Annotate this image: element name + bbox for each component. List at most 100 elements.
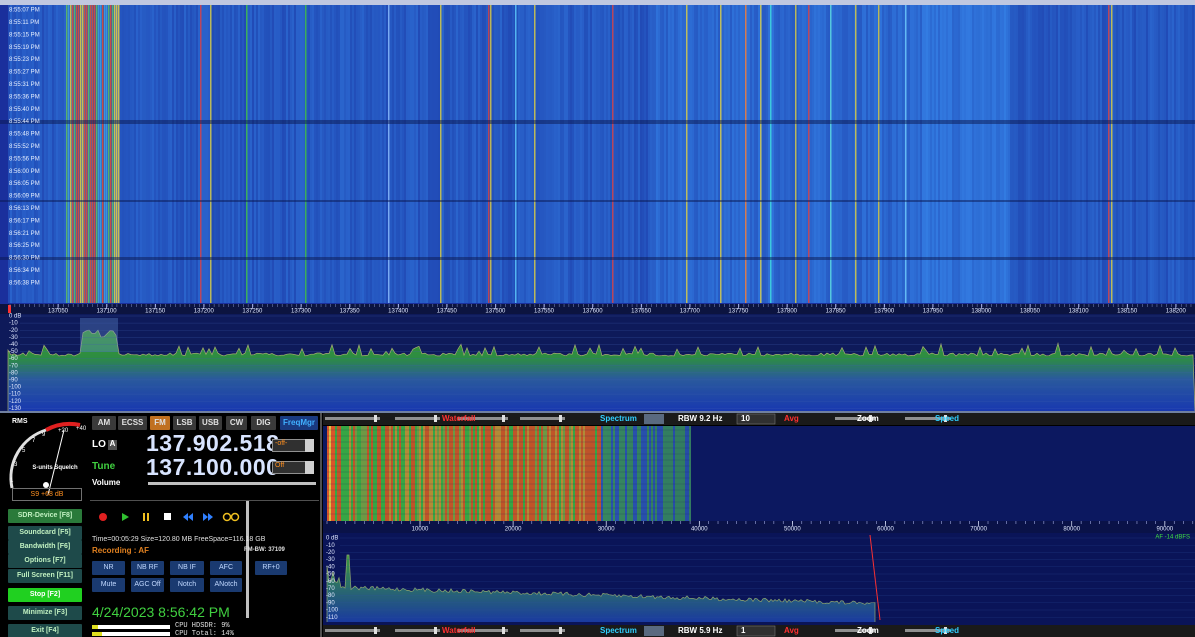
dsp-button[interactable]: NB RF <box>131 561 164 575</box>
af-axis-label: 20000 <box>505 527 522 533</box>
mode-button[interactable]: LSB <box>173 416 196 430</box>
af-waterfall-stripe <box>487 426 489 521</box>
lo-option[interactable]: -off- <box>272 439 306 452</box>
af-waterfall-stripe <box>453 426 455 521</box>
af-waterfall-stripe <box>427 426 429 521</box>
af-waterfall-stripe <box>637 426 639 521</box>
af-waterfall-stripe <box>415 426 417 521</box>
mode-button[interactable]: DIG <box>251 416 276 430</box>
af-waterfall-stripe <box>677 426 679 521</box>
af-waterfall-stripe <box>431 426 433 521</box>
db-label: -40 <box>9 342 18 348</box>
side-button[interactable]: Minimize [F3] <box>8 606 82 620</box>
af-waterfall-stripe <box>537 426 539 521</box>
dsp-button[interactable]: AFC <box>210 561 242 575</box>
af-waterfall-stripe <box>555 426 557 521</box>
timestamp: 8:55:07 PM <box>9 8 40 14</box>
af-waterfall-stripe <box>581 426 583 521</box>
lo-bank: A <box>108 440 117 450</box>
dsp-button[interactable]: RF+0 <box>255 561 287 575</box>
slider-knob <box>434 415 437 422</box>
volume-slider[interactable] <box>148 482 316 485</box>
af-waterfall-stripe <box>455 426 457 521</box>
side-button[interactable]: SDR-Device [F8] <box>8 509 82 523</box>
af-waterfall-stripe <box>445 426 447 521</box>
mode-button[interactable]: AM <box>92 416 116 430</box>
af-waterfall-stripe <box>541 426 543 521</box>
timestamp: 8:55:15 PM <box>9 32 40 38</box>
freq-label: 137550 <box>534 309 555 315</box>
af-waterfall-stripe <box>497 426 499 521</box>
af-waterfall-stripe <box>531 426 533 521</box>
freq-label: 137250 <box>242 309 263 315</box>
meter-scale: 3 <box>14 462 17 468</box>
af-waterfall-stripe <box>483 426 485 521</box>
freq-label: 137750 <box>728 309 749 315</box>
squelch-slider[interactable] <box>246 500 249 618</box>
af-waterfall-stripe <box>569 426 571 521</box>
waterfall-band <box>0 257 1195 260</box>
af-waterfall-stripe <box>647 426 649 521</box>
af-waterfall-stripe <box>623 426 625 521</box>
side-button[interactable]: Options [F7] <box>8 554 82 568</box>
af-waterfall-stripe <box>451 426 453 521</box>
dsp-button[interactable]: NB IF <box>170 561 204 575</box>
af-waterfall-stripe <box>449 426 451 521</box>
dsp-button[interactable]: ANotch <box>210 578 242 592</box>
freq-label: 137500 <box>485 309 506 315</box>
freq-label: 138200 <box>1166 309 1187 315</box>
af-waterfall-stripe <box>425 426 427 521</box>
mode-button[interactable]: USB <box>199 416 222 430</box>
tune-option[interactable]: Off <box>272 461 306 474</box>
dsp-button[interactable]: Mute <box>92 578 125 592</box>
side-button[interactable]: Exit [F4] <box>8 624 82 637</box>
side-button[interactable]: Stop [F2] <box>8 588 82 602</box>
side-button[interactable]: Soundcard [F5] <box>8 526 82 540</box>
mode-button[interactable]: FM <box>150 416 170 430</box>
af-waterfall-stripe <box>583 426 585 521</box>
af-waterfall-stripe <box>359 426 361 521</box>
dropdown-arrow[interactable] <box>305 439 314 452</box>
af-waterfall-stripe <box>331 426 333 521</box>
cpu-usage: CPU HDSDR: 9% <box>175 623 230 630</box>
dsp-button[interactable]: NR <box>92 561 125 575</box>
af-db-label: -70 <box>326 586 335 592</box>
waterfall-label: Waterfall <box>442 414 476 423</box>
af-waterfall-stripe <box>649 426 651 521</box>
af-waterfall-stripe <box>535 426 537 521</box>
side-button[interactable]: Full Screen [F11] <box>8 569 82 583</box>
avg-count: 1 <box>741 626 746 635</box>
timestamp: 8:55:56 PM <box>9 156 40 162</box>
af-waterfall-stripe <box>503 426 505 521</box>
mode-button[interactable]: ECSS <box>118 416 147 430</box>
freq-label: 137800 <box>777 309 798 315</box>
af-waterfall-stripe <box>591 426 593 521</box>
af-waterfall-stripe <box>333 426 335 521</box>
cpu-bar-a <box>92 625 170 629</box>
dsp-button[interactable]: Notch <box>170 578 204 592</box>
dropdown-arrow[interactable] <box>305 461 314 474</box>
af-waterfall-stripe <box>371 426 373 521</box>
timestamp: 8:55:40 PM <box>9 107 40 113</box>
af-waterfall-stripe <box>655 426 657 521</box>
db-label: -130 <box>9 406 22 412</box>
db-label: -110 <box>9 392 21 398</box>
side-button[interactable]: Bandwidth [F6] <box>8 540 82 554</box>
af-waterfall-stripe <box>641 426 643 521</box>
af-axis-label: 80000 <box>1063 527 1080 533</box>
af-waterfall-stripe <box>595 426 597 521</box>
af-waterfall-stripe <box>565 426 567 521</box>
timestamp: 8:56:17 PM <box>9 218 40 224</box>
af-waterfall-stripe <box>603 426 605 521</box>
af-waterfall-stripe <box>589 426 591 521</box>
af-waterfall-stripe <box>509 426 511 521</box>
dsp-button[interactable]: AGC Off <box>131 578 164 592</box>
timestamp: 8:55:44 PM <box>9 119 40 125</box>
af-waterfall-stripe <box>657 426 659 521</box>
af-waterfall-stripe <box>407 426 409 521</box>
cpu-bar-b <box>92 632 170 636</box>
mode-button[interactable]: CW <box>226 416 247 430</box>
af-waterfall-stripe <box>397 426 399 521</box>
mode-button[interactable]: FreqMgr <box>280 416 318 430</box>
af-waterfall-stripe <box>357 426 359 521</box>
